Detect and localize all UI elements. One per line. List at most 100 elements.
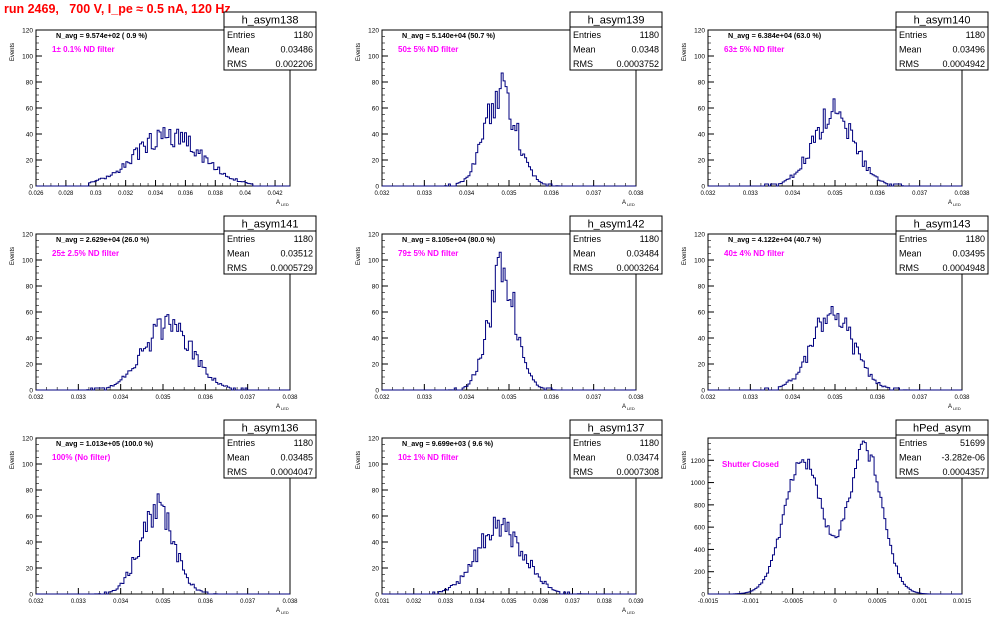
x-tick-label: 0.034 — [785, 395, 801, 401]
y-tick-label: 200 — [694, 569, 705, 576]
stats-value-mean: 0.03484 — [626, 249, 659, 259]
filter-label: 40± 4% ND filter — [724, 249, 784, 258]
histogram-series — [382, 516, 636, 595]
histogram-panel-h_asym143: 0 20 40 60 80 100 120 0.032 0.033 0.034 0.035 0.036… — [682, 215, 989, 411]
stats-value-mean: 0.03496 — [952, 45, 985, 55]
x-axis-title-sub: LED — [281, 202, 289, 207]
stats-box — [569, 11, 663, 71]
y-tick-label: 60 — [372, 514, 380, 521]
y-axis-title: Events — [356, 247, 362, 265]
x-tick-label: 0.037 — [912, 191, 928, 197]
navg-label: N_avg = 1.013e+05 (100.0 %) — [56, 439, 154, 448]
y-tick-label: 60 — [26, 106, 34, 113]
x-axis-title-sub: LED — [953, 202, 961, 207]
y-axis-title: Events — [356, 451, 362, 469]
y-tick-label: 60 — [26, 310, 34, 317]
histogram-series — [36, 127, 290, 187]
histogram-panel-h_asym136: 0 20 40 60 80 100 120 0.032 0.033 0.034 0.035 0.036… — [10, 419, 317, 615]
stats-label-entries: Entries — [899, 438, 928, 448]
y-tick-label: 100 — [368, 54, 379, 61]
stats-value-rms: 0.0007308 — [616, 467, 659, 477]
y-tick-label: 60 — [26, 514, 34, 521]
stats-title: h_asym138 — [242, 15, 299, 27]
histogram-series — [708, 305, 962, 391]
y-tick-label: 40 — [698, 336, 706, 343]
filter-label: Shutter Closed — [722, 460, 779, 469]
x-tick-label: 0.038 — [282, 599, 298, 605]
histogram-series — [382, 72, 636, 187]
stats-title: h_asym136 — [242, 423, 299, 435]
x-tick-label: 0.032 — [118, 191, 134, 197]
x-tick-label: 0.036 — [198, 599, 214, 605]
x-tick-label: 0.033 — [417, 191, 433, 197]
y-tick-label: 600 — [694, 525, 705, 532]
x-axis-title-sub: LED — [627, 202, 635, 207]
y-tick-label: 80 — [698, 284, 706, 291]
stats-label-entries: Entries — [227, 30, 256, 40]
stats-value-rms: 0.0003264 — [616, 263, 659, 273]
stats-label-mean: Mean — [573, 249, 596, 259]
y-tick-label: 120 — [22, 28, 33, 35]
filter-label: 1± 0.1% ND filter — [52, 45, 115, 54]
y-tick-label: 60 — [372, 106, 380, 113]
navg-label: N_avg = 8.105e+04 (80.0 %) — [402, 235, 496, 244]
stats-title: h_asym142 — [588, 219, 645, 231]
x-axis-title-sub: LED — [281, 610, 289, 615]
navg-label: N_avg = 4.122e+04 (40.7 %) — [728, 235, 822, 244]
y-tick-label: 1200 — [691, 458, 706, 465]
y-tick-label: 20 — [372, 566, 380, 573]
y-tick-label: 100 — [694, 258, 705, 265]
y-tick-label: 120 — [22, 232, 33, 239]
x-tick-label: 0.031 — [374, 599, 390, 605]
stats-value-rms: 0.0005729 — [270, 263, 313, 273]
stats-label-entries: Entries — [573, 30, 602, 40]
stats-value-entries: 1180 — [294, 234, 313, 244]
x-tick-label: 0.038 — [954, 395, 970, 401]
histogram-panel-h_asym138: 0 20 40 60 80 100 120 0.026 0.028 0.03 0.032 0.034 0… — [10, 11, 317, 207]
histogram-panel-h_asym141: 0 20 40 60 80 100 120 0.032 0.033 0.034 0.035 0.036… — [10, 215, 317, 411]
navg-label: N_avg = 9.699e+03 ( 9.6 %) — [402, 439, 494, 448]
x-tick-label: 0.033 — [743, 395, 759, 401]
x-tick-label: 0.038 — [282, 395, 298, 401]
y-tick-label: 0 — [29, 184, 33, 191]
y-tick-label: 80 — [372, 284, 380, 291]
stats-label-entries: Entries — [227, 234, 256, 244]
x-tick-label: 0.0005 — [868, 599, 887, 605]
x-axis-title: A — [948, 404, 952, 410]
y-tick-label: 120 — [368, 232, 379, 239]
y-tick-label: 0 — [29, 388, 33, 395]
histogram-panel-h_asym137: 0 20 40 60 80 100 120 0.031 0.032 0.033 0.034 0.035… — [356, 419, 663, 615]
x-tick-label: 0.035 — [501, 395, 517, 401]
y-tick-label: 0 — [375, 184, 379, 191]
y-tick-label: 80 — [26, 80, 34, 87]
x-tick-label: 0.035 — [827, 191, 843, 197]
stats-label-entries: Entries — [573, 438, 602, 448]
y-tick-label: 20 — [372, 362, 380, 369]
stats-value-rms: 0.0004047 — [270, 467, 313, 477]
x-tick-label: 0.038 — [628, 191, 644, 197]
x-tick-label: 0.038 — [208, 191, 224, 197]
x-tick-label: 0.037 — [240, 599, 256, 605]
stats-label-entries: Entries — [899, 234, 928, 244]
y-tick-label: 0 — [701, 388, 705, 395]
y-tick-label: 80 — [698, 80, 706, 87]
y-tick-label: 120 — [694, 28, 705, 35]
histogram-panel-h_asym139: 0 20 40 60 80 100 120 0.032 0.033 0.034 0.035 0.036… — [356, 11, 663, 207]
y-tick-label: 100 — [694, 54, 705, 61]
stats-value-entries: 1180 — [640, 30, 659, 40]
x-tick-label: 0.032 — [406, 599, 422, 605]
y-tick-label: 120 — [368, 436, 379, 443]
y-tick-label: 60 — [698, 310, 706, 317]
y-tick-label: 0 — [701, 592, 705, 599]
stats-label-rms: RMS — [899, 467, 919, 477]
stats-value-entries: 1180 — [640, 234, 659, 244]
y-axis-title: Events — [10, 43, 16, 61]
x-tick-label: 0.036 — [544, 191, 560, 197]
x-tick-label: 0.035 — [827, 395, 843, 401]
histogram-panel-h_asym140: 0 20 40 60 80 100 120 0.032 0.033 0.034 0.035 0.036… — [682, 11, 989, 207]
x-tick-label: 0.036 — [870, 395, 886, 401]
x-tick-label: 0.032 — [374, 191, 390, 197]
stats-box — [895, 419, 989, 479]
x-axis-title-sub: LED — [627, 610, 635, 615]
